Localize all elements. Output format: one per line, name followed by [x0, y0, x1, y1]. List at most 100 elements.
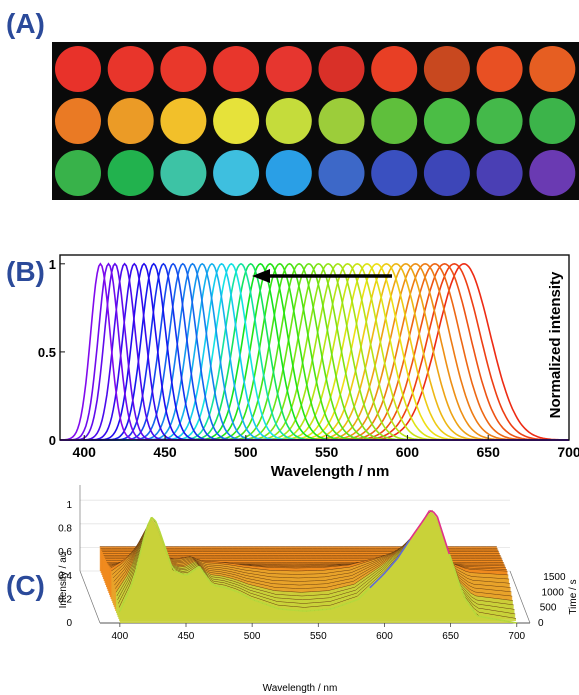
front-spectrum-segment — [369, 583, 375, 589]
front-spectrum-segment — [416, 522, 423, 530]
front-spectrum-segment — [480, 615, 486, 619]
front-spectrum-segment — [222, 586, 228, 589]
front-spectrum-segment — [508, 620, 513, 624]
y-tick-label: 0.8 — [58, 524, 72, 535]
front-spectrum-segment — [206, 577, 212, 584]
x-axis-label: Wavelength / nm — [263, 683, 338, 694]
front-spectrum-segment — [444, 541, 451, 555]
front-spectrum-segment — [357, 594, 363, 600]
front-spectrum-segment — [214, 584, 220, 588]
y-tick-label: 1 — [49, 257, 56, 272]
front-spectrum-segment — [397, 551, 403, 559]
emission-circle — [107, 150, 154, 196]
front-spectrum-segment — [274, 606, 279, 610]
emission-circles — [55, 46, 576, 196]
emission-circle — [55, 46, 101, 92]
emission-circle — [529, 150, 576, 196]
emission-circle — [423, 98, 470, 144]
waterfall-slice-fill — [119, 510, 517, 623]
x-axis-label: Wavelength / nm — [271, 463, 390, 480]
front-spectrum-segment — [476, 615, 482, 618]
x-axis-ticks: 400 450 500 550 600 650 700 — [73, 435, 579, 460]
front-spectrum-segment — [242, 593, 248, 598]
front-spectrum-segment — [175, 570, 180, 574]
emission-circle — [318, 46, 365, 92]
front-spectrum-segment — [226, 587, 232, 591]
front-spectrum-segment — [130, 570, 137, 585]
front-spectrum-segment — [123, 593, 129, 603]
emission-circle — [371, 150, 418, 196]
x-tick-label: 700 — [557, 444, 579, 460]
y-axis-ticks: 00.51 — [38, 257, 65, 448]
front-spectrum-segment — [420, 516, 427, 524]
time-axis-ticks: 0 500 1000 1500 — [538, 572, 566, 629]
emission-circle — [371, 98, 418, 144]
time-axis-right — [509, 570, 531, 624]
y-tick-label: 1 — [66, 500, 72, 511]
front-spectrum-segment — [270, 605, 275, 609]
front-spectrum-segment — [250, 597, 256, 602]
emission-circle — [160, 98, 207, 144]
front-spectrum-segment — [179, 572, 184, 576]
x-tick-label: 550 — [310, 631, 327, 642]
x-tick-label: 450 — [153, 444, 177, 460]
front-spectrum-segment — [158, 530, 165, 543]
front-spectrum-segment — [404, 539, 411, 547]
front-spectrum-segment — [127, 584, 133, 594]
emission-circle — [213, 150, 260, 196]
y-tick-label: 0.6 — [58, 547, 72, 558]
x-tick-label: 400 — [73, 444, 97, 460]
front-spectrum-segment — [472, 609, 478, 617]
front-spectrum-segment — [138, 539, 145, 556]
front-spectrum-segment — [119, 602, 125, 612]
front-spectrum-segment — [134, 554, 141, 572]
front-spectrum-segment — [330, 607, 335, 610]
front-spectrum-segment — [162, 542, 169, 555]
x-tick-label: 500 — [244, 631, 261, 642]
front-spectrum-segment — [166, 554, 173, 567]
front-spectrum-segment — [488, 617, 494, 620]
emission-circle — [213, 46, 260, 92]
y-axis-label: Normalized intensity — [547, 271, 564, 418]
front-spectrum-segment — [496, 618, 502, 621]
front-spectrum-segment — [412, 528, 419, 535]
front-spectrum-segment — [440, 528, 447, 542]
emission-circle — [160, 150, 207, 196]
front-spectrum-segment — [266, 603, 271, 607]
x-axis-ticks: 400 450 500 550 600 650 700 — [112, 623, 526, 642]
front-spectrum-segment — [504, 620, 509, 623]
emission-circle — [55, 98, 101, 144]
time-tick-label: 1500 — [543, 572, 566, 583]
front-spectrum-segment — [389, 562, 395, 568]
y-axis-ticks: 0 0.2 0.4 0.6 0.8 1 — [58, 500, 72, 629]
front-spectrum-segment — [512, 621, 517, 624]
front-spectrum-segment — [448, 553, 455, 567]
x-tick-label: 650 — [477, 444, 501, 460]
y-tick-label: 0 — [49, 433, 56, 448]
panel-c-chart: 400 450 500 550 600 650 700 0 0.2 0.4 0.6 0.8 1 0 50… — [58, 485, 579, 694]
waterfall-surface — [99, 509, 517, 624]
front-spectrum-segment — [353, 598, 359, 602]
front-spectrum-segment — [373, 579, 379, 585]
front-spectrum-segment — [400, 545, 407, 553]
emission-circle — [476, 98, 523, 144]
emission-circle — [265, 150, 312, 196]
emission-circle — [107, 98, 154, 144]
emission-circle — [213, 98, 260, 144]
x-tick-label: 450 — [178, 631, 195, 642]
front-spectrum-segment — [194, 565, 200, 570]
emission-circle — [265, 46, 312, 92]
x-tick-label: 650 — [442, 631, 459, 642]
front-spectrum-segment — [361, 591, 367, 597]
front-spectrum-segment — [258, 601, 264, 604]
front-spectrum-segment — [452, 565, 458, 578]
front-spectrum-segment — [218, 585, 224, 588]
time-tick-label: 500 — [540, 603, 557, 614]
shift-arrow-head — [252, 269, 270, 283]
front-spectrum-segment — [230, 588, 236, 592]
front-spectrum-segment — [408, 533, 415, 541]
front-spectrum-segment — [393, 557, 399, 564]
y-tick-label: 0.5 — [38, 345, 56, 360]
x-tick-label: 550 — [315, 444, 339, 460]
y-tick-label: 0.2 — [58, 594, 72, 605]
